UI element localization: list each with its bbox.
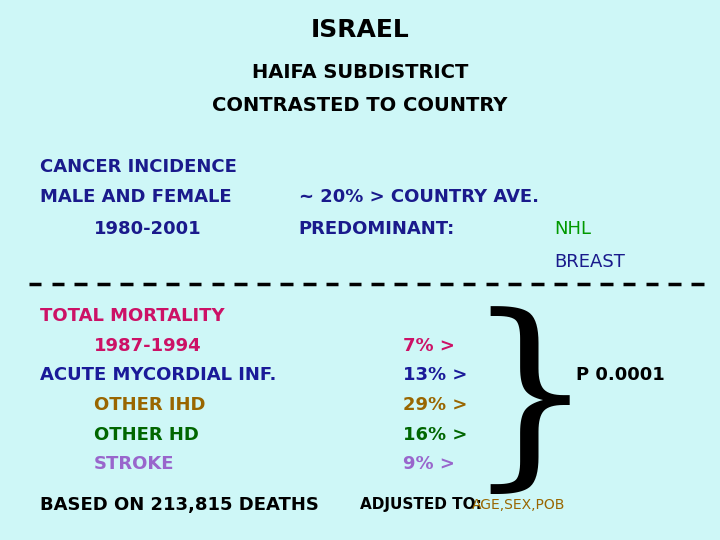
- Text: PREDOMINANT:: PREDOMINANT:: [299, 220, 455, 239]
- Text: ADJUSTED TO:: ADJUSTED TO:: [360, 497, 482, 512]
- Text: AGE,SEX,POB: AGE,SEX,POB: [472, 498, 565, 512]
- Text: 16% >: 16% >: [403, 426, 467, 444]
- Text: BREAST: BREAST: [554, 253, 625, 271]
- Text: OTHER HD: OTHER HD: [94, 426, 199, 444]
- Text: ~ 20% > COUNTRY AVE.: ~ 20% > COUNTRY AVE.: [299, 188, 539, 206]
- Text: 7% >: 7% >: [403, 336, 455, 355]
- Text: ACUTE MYCORDIAL INF.: ACUTE MYCORDIAL INF.: [40, 366, 276, 384]
- Text: BASED ON 213,815 DEATHS: BASED ON 213,815 DEATHS: [40, 496, 318, 514]
- Text: 13% >: 13% >: [403, 366, 467, 384]
- Text: TOTAL MORTALITY: TOTAL MORTALITY: [40, 307, 224, 325]
- Text: HAIFA SUBDISTRICT: HAIFA SUBDISTRICT: [252, 63, 468, 83]
- Text: NHL: NHL: [554, 220, 591, 239]
- Text: MALE AND FEMALE: MALE AND FEMALE: [40, 188, 231, 206]
- Text: STROKE: STROKE: [94, 455, 174, 474]
- Text: 9% >: 9% >: [403, 455, 455, 474]
- Text: CONTRASTED TO COUNTRY: CONTRASTED TO COUNTRY: [212, 96, 508, 115]
- Text: }: }: [464, 306, 594, 504]
- Text: CANCER INCIDENCE: CANCER INCIDENCE: [40, 158, 236, 177]
- Text: 29% >: 29% >: [403, 396, 467, 414]
- Text: 1987-1994: 1987-1994: [94, 336, 201, 355]
- Text: ISRAEL: ISRAEL: [310, 18, 410, 42]
- Text: P 0.0001: P 0.0001: [576, 366, 665, 384]
- Text: 1980-2001: 1980-2001: [94, 220, 201, 239]
- Text: OTHER IHD: OTHER IHD: [94, 396, 205, 414]
